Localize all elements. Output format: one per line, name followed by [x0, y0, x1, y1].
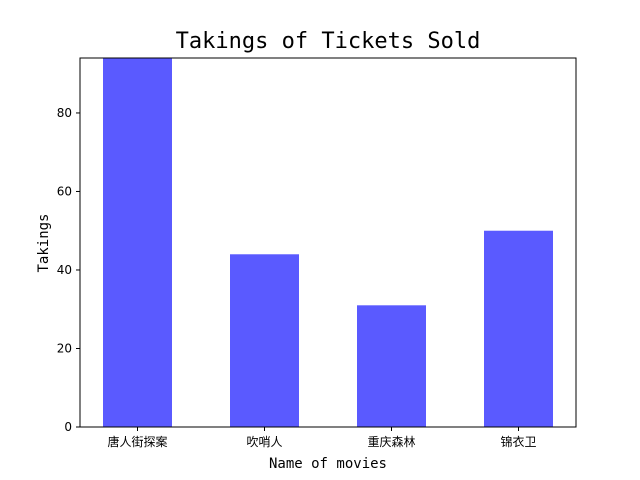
x-axis: 唐人街探案 吹哨人 重庆森林 锦衣卫 [107, 427, 537, 449]
y-tick-label: 40 [57, 263, 72, 277]
x-tick-label: 吹哨人 [246, 434, 282, 449]
y-axis-label: Takings [36, 213, 52, 272]
bar-0 [103, 58, 172, 427]
bar-3 [484, 230, 553, 427]
bars-group [103, 58, 553, 427]
bar-2 [357, 305, 426, 427]
x-tick-label: 锦衣卫 [500, 434, 536, 449]
bar-1 [230, 254, 299, 427]
x-tick-label: 重庆森林 [367, 434, 415, 449]
y-tick-label: 80 [57, 106, 72, 120]
y-tick-label: 0 [64, 420, 72, 434]
y-tick-label: 60 [57, 184, 72, 198]
chart-title: Takings of Tickets Sold [176, 29, 481, 54]
y-axis: 0 20 40 60 80 [57, 106, 80, 434]
x-tick-label: 唐人街探案 [107, 434, 167, 449]
plot-frame [79, 57, 577, 428]
y-tick-label: 20 [57, 341, 72, 355]
x-axis-label: Name of movies [269, 456, 387, 472]
